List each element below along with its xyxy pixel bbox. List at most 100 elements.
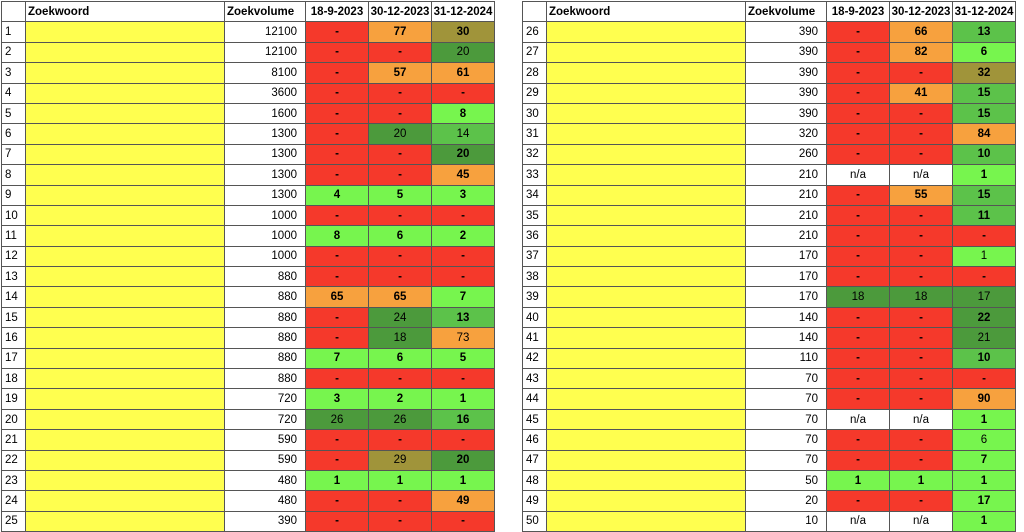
rank-cell-date-2: - — [368, 102, 432, 125]
table-row: 44 70- -90 — [522, 388, 1016, 410]
table-row: 33 210 n/a n/a 1 — [522, 164, 1016, 186]
rank-cell-date-3: - — [952, 368, 1016, 390]
rank-cell-date-3: - — [431, 429, 495, 451]
rank-cell-date-3: 90 — [952, 388, 1016, 410]
rank-cell-date-2: 65 — [368, 286, 432, 308]
volume-cell: 70 — [745, 408, 827, 431]
table-row: 7 1300- -20 — [1, 143, 495, 166]
rank-cell-date-3: 1 — [952, 245, 1016, 268]
rank-cell-date-2: 24 — [368, 306, 432, 329]
rank-cell-date-2: - — [368, 510, 432, 532]
row-index: 44 — [522, 388, 547, 410]
volume-cell: 210 — [745, 204, 827, 227]
keyword-cell — [546, 21, 746, 43]
rank-cell-date-2: - — [889, 368, 953, 390]
row-index: 31 — [522, 123, 547, 145]
table-row: 41 140- -21 — [522, 327, 1016, 349]
keyword-cell — [25, 510, 225, 532]
volume-cell: 70 — [745, 388, 827, 410]
volume-cell: 880 — [224, 347, 306, 370]
rank-cell-date-3: 1 — [431, 388, 495, 410]
rank-cell-date-2: 41 — [889, 82, 953, 104]
volume-cell: 20 — [745, 490, 827, 512]
rank-cell-date-1: - — [826, 368, 890, 390]
rank-cell-date-2: 18 — [889, 286, 953, 308]
keyword-cell — [546, 245, 746, 268]
rank-cell-date-1: - — [305, 510, 369, 532]
header-date-1: 18-9-2023 — [305, 0, 369, 23]
keyword-cell — [25, 368, 225, 390]
table-row: 35 210- -11 — [522, 204, 1016, 227]
row-index: 12 — [1, 245, 26, 268]
keyword-cell — [25, 347, 225, 370]
volume-cell: 390 — [745, 82, 827, 104]
header-index — [522, 0, 547, 23]
row-index: 48 — [522, 469, 547, 492]
rank-cell-date-2: 1 — [368, 469, 432, 492]
row-index: 20 — [1, 408, 26, 431]
rank-cell-date-1: - — [305, 429, 369, 451]
rank-cell-date-1: 26 — [305, 408, 369, 431]
row-index: 36 — [522, 225, 547, 247]
rank-cell-date-2: - — [889, 225, 953, 247]
volume-cell: 3600 — [224, 82, 306, 104]
row-index: 40 — [522, 306, 547, 329]
volume-cell: 590 — [224, 449, 306, 471]
rank-cell-date-1: - — [826, 184, 890, 206]
rank-cell-date-1: - — [826, 143, 890, 166]
row-index: 39 — [522, 286, 547, 308]
rank-cell-date-2: 77 — [368, 21, 432, 43]
volume-cell: 70 — [745, 449, 827, 471]
keyword-cell — [546, 368, 746, 390]
keyword-cell — [25, 225, 225, 247]
volume-cell: 390 — [745, 21, 827, 43]
volume-cell: 70 — [745, 368, 827, 390]
table-row: 11 1000 8 6 2 — [1, 225, 495, 247]
ranking-table-left: Zoekwoord Zoekvolume 18-9-2023 30-12-202… — [1, 0, 495, 532]
table-body-right: 26 390-66 13 27 390-82 6 28 390- -32 29 390-41 15 30… — [522, 21, 1016, 532]
row-index: 2 — [1, 41, 26, 64]
volume-cell: 1000 — [224, 225, 306, 247]
header-row: Zoekwoord Zoekvolume 18-9-2023 30-12-202… — [522, 0, 1016, 23]
volume-cell: 170 — [745, 245, 827, 268]
table-row: 23 480 1 1 1 — [1, 469, 495, 492]
rank-cell-date-2: - — [368, 245, 432, 268]
rank-cell-date-2: - — [889, 204, 953, 227]
rank-cell-date-2: 6 — [368, 225, 432, 247]
table-row: 36 210- - - — [522, 225, 1016, 247]
rank-cell-date-1: - — [826, 347, 890, 370]
rank-cell-date-3: 6 — [952, 41, 1016, 64]
row-index: 16 — [1, 327, 26, 349]
rank-cell-date-3: 10 — [952, 347, 1016, 370]
keyword-cell — [546, 327, 746, 349]
rank-cell-date-2: - — [889, 245, 953, 268]
rank-cell-date-1: n/a — [826, 408, 890, 431]
table-row: 27 390-82 6 — [522, 41, 1016, 64]
rank-cell-date-1: - — [305, 204, 369, 227]
row-index: 35 — [522, 204, 547, 227]
rank-cell-date-3: 30 — [431, 21, 495, 43]
table-body-left: 1 12100-77 30 2 12100- -20 3 8100-57 61 4 3600- - -5… — [1, 21, 495, 532]
table-row: 49 20- -17 — [522, 490, 1016, 512]
keyword-cell — [25, 408, 225, 431]
rank-cell-date-3: 1 — [952, 164, 1016, 186]
rank-cell-date-1: - — [826, 225, 890, 247]
rank-cell-date-1: n/a — [826, 510, 890, 532]
table-row: 20 720 26 26 16 — [1, 408, 495, 431]
volume-cell: 170 — [745, 286, 827, 308]
rank-cell-date-2: n/a — [889, 164, 953, 186]
volume-cell: 210 — [745, 184, 827, 206]
rank-cell-date-3: - — [431, 368, 495, 390]
keyword-cell — [546, 449, 746, 471]
volume-cell: 480 — [224, 490, 306, 512]
keyword-cell — [546, 123, 746, 145]
volume-cell: 10 — [745, 510, 827, 532]
rank-cell-date-1: - — [826, 21, 890, 43]
row-index: 11 — [1, 225, 26, 247]
volume-cell: 1300 — [224, 123, 306, 145]
rank-cell-date-2: - — [889, 102, 953, 125]
rank-cell-date-3: 17 — [952, 286, 1016, 308]
row-index: 43 — [522, 368, 547, 390]
table-row: 14 880 65 65 7 — [1, 286, 495, 308]
row-index: 8 — [1, 164, 26, 186]
